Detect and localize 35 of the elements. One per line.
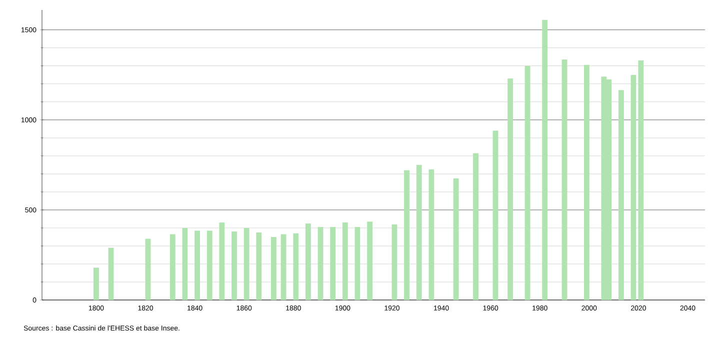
bar bbox=[145, 238, 151, 300]
bar bbox=[318, 227, 324, 300]
bar bbox=[342, 222, 348, 300]
bar bbox=[270, 236, 276, 300]
bar bbox=[492, 130, 498, 300]
bar bbox=[244, 228, 250, 300]
bar bbox=[473, 153, 478, 300]
bar bbox=[206, 230, 212, 300]
bar bbox=[293, 233, 299, 300]
bar bbox=[392, 224, 398, 300]
bar bbox=[94, 268, 99, 300]
bar bbox=[630, 74, 636, 300]
bar bbox=[618, 90, 624, 300]
bar bbox=[354, 227, 360, 300]
bar bbox=[108, 248, 114, 300]
bar bbox=[367, 222, 373, 300]
bar bbox=[194, 230, 200, 300]
bar bbox=[232, 232, 237, 300]
bar bbox=[524, 66, 530, 300]
bar bbox=[280, 234, 286, 300]
bar bbox=[256, 232, 262, 300]
bar bbox=[453, 178, 459, 300]
bar bbox=[508, 78, 513, 300]
bar bbox=[330, 227, 336, 300]
bar bbox=[584, 64, 590, 300]
bar bbox=[416, 164, 422, 300]
bar bbox=[404, 170, 410, 300]
bar bbox=[305, 223, 311, 300]
bar bbox=[562, 60, 568, 300]
bar bbox=[638, 60, 644, 300]
bar bbox=[170, 234, 176, 300]
bar bbox=[219, 222, 225, 300]
bar bbox=[182, 228, 188, 300]
bar bbox=[428, 169, 434, 300]
bar bbox=[542, 20, 548, 300]
